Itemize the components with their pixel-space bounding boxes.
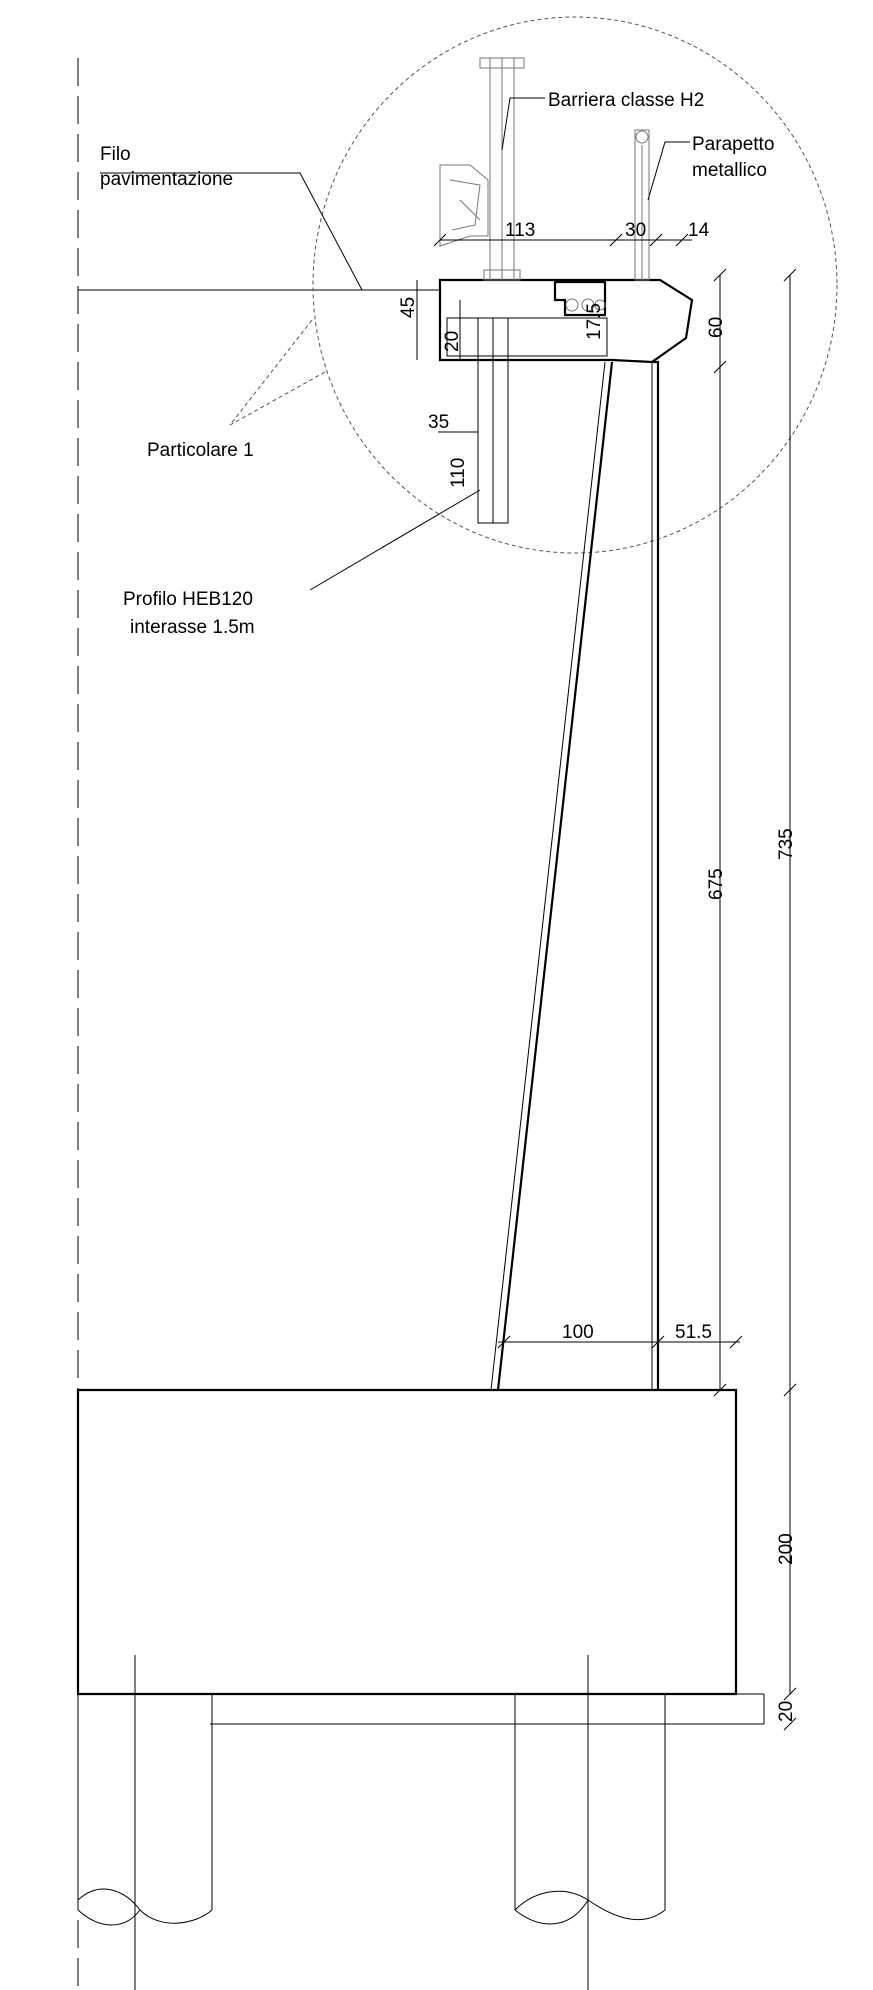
dim-20a: 20 (442, 331, 463, 352)
barrier-rail-link (459, 199, 481, 221)
dim-tick (649, 233, 663, 247)
leader-filo (100, 172, 363, 291)
dim-735: 735 (776, 828, 797, 860)
dim-tick (433, 233, 447, 247)
dim-tick (729, 1335, 743, 1349)
leader-profilo (309, 489, 481, 591)
dim-tick (497, 1335, 511, 1349)
pile-1-break (77, 1888, 213, 1924)
label-particolare: Particolare 1 (147, 440, 254, 461)
dim-45: 45 (398, 297, 419, 318)
dim-14: 14 (688, 220, 710, 241)
dim-tick (783, 268, 797, 282)
label-parapetto-2: metallico (692, 160, 767, 181)
anchor-bolt-1 (565, 298, 579, 312)
dim-113: 113 (505, 220, 535, 241)
label-parapetto-1: Parapetto (692, 134, 774, 155)
label-profilo-1: Profilo HEB120 (123, 589, 253, 610)
anchor-bolt-2 (581, 298, 595, 312)
barrier-base-plate (483, 269, 521, 281)
dim-tick (675, 233, 689, 247)
dim-110: 110 (448, 458, 469, 488)
pile-2-break-2 (514, 1899, 589, 1925)
dim-60: 60 (706, 317, 727, 338)
barrier-rail-detail (449, 179, 481, 231)
dim-tick (713, 360, 727, 374)
dim-20b: 20 (776, 1701, 797, 1722)
dim-35: 35 (428, 412, 449, 433)
dim-100: 100 (562, 1322, 594, 1343)
label-filo-1: Filo (100, 144, 131, 165)
dim-tick (783, 1687, 797, 1701)
leader-barriera (501, 97, 545, 151)
footing (76, 1388, 738, 1696)
wall-front-face (496, 361, 614, 1391)
pile-2-break (514, 1890, 666, 1920)
dim-tick (783, 1383, 797, 1397)
barrier-top-cap (479, 57, 525, 69)
wall-front-face-inner (490, 361, 606, 1391)
dim-tick (609, 233, 623, 247)
dim-175: 17.5 (584, 303, 605, 340)
label-filo-2: pavimentazione (100, 169, 233, 190)
leader-parapetto (647, 141, 690, 201)
dim-675: 675 (706, 868, 727, 900)
dim-30: 30 (625, 220, 646, 241)
dim-515: 51.5 (675, 1322, 712, 1343)
anchor-notch (553, 280, 607, 317)
dim-tick (713, 1383, 727, 1397)
dim-tick (713, 268, 727, 282)
wall-back-face (652, 360, 660, 1390)
curb-inner-box (446, 317, 608, 357)
label-profilo-2: interasse 1.5m (130, 617, 255, 638)
barrier-rail (439, 164, 489, 247)
dim-200: 200 (776, 1533, 797, 1565)
detail-circle (312, 16, 838, 554)
detail-circle-tail (229, 319, 326, 426)
pile-1-break-2 (77, 1909, 141, 1926)
dim-tick (651, 1335, 665, 1349)
label-barriera: Barriera classe H2 (548, 90, 704, 111)
dim-tick (783, 1717, 797, 1731)
anchor-bolt-3 (594, 299, 606, 311)
parapet-top-ring (635, 130, 649, 144)
